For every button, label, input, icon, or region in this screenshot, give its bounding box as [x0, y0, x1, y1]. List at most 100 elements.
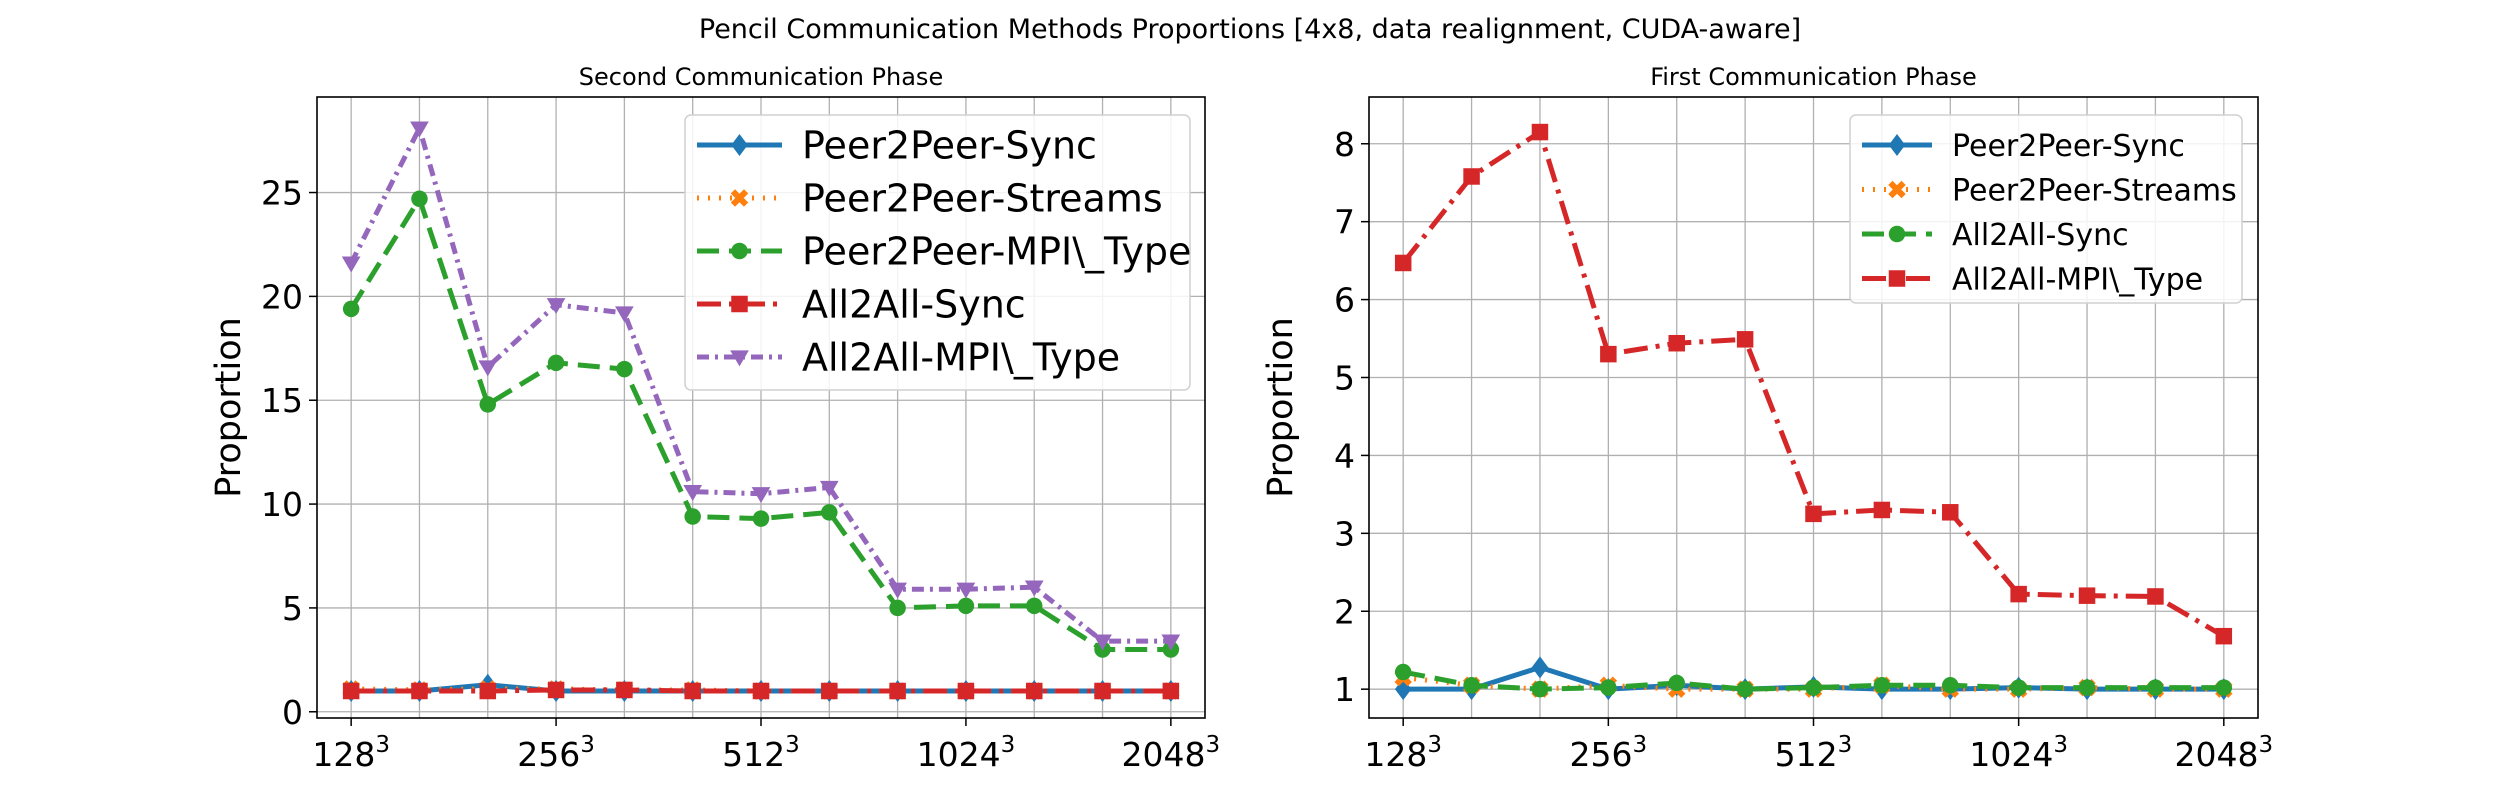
legend-label: Peer2Peer-Sync	[1952, 129, 2185, 164]
data-point	[956, 582, 976, 599]
x-tick-label: 1283	[312, 732, 390, 774]
x-tick-label: 2563	[1570, 732, 1648, 774]
data-point	[957, 597, 975, 615]
data-point	[821, 682, 838, 700]
data-point	[1736, 331, 1754, 348]
y-axis-label: Proportion	[1261, 317, 1301, 498]
legend-marker	[1888, 180, 1906, 199]
y-tick-label: 1	[1334, 670, 1355, 709]
x-tick-label: 5123	[722, 732, 800, 774]
data-point	[341, 256, 361, 273]
y-tick-label: 20	[261, 277, 303, 316]
legend-label: Peer2Peer-Sync	[802, 124, 1097, 168]
data-point	[888, 582, 907, 599]
y-axis-label: Proportion	[209, 317, 249, 498]
data-point	[1531, 680, 1549, 698]
data-point	[2147, 679, 2164, 696]
plot-frame	[1368, 96, 2259, 719]
y-tick-label: 7	[1334, 203, 1355, 242]
data-point	[2010, 585, 2027, 603]
data-point	[1805, 679, 1822, 696]
legend-label: All2All-MPI\_Type	[802, 336, 1120, 380]
series-4	[1394, 123, 2233, 645]
data-point	[1600, 345, 1617, 363]
data-point	[1600, 679, 1617, 696]
series-3	[342, 190, 1180, 658]
data-point	[616, 681, 633, 699]
series-4	[342, 681, 1180, 700]
data-point	[889, 599, 906, 617]
charts-container: Second Communication Phase Proportion 0 5 10…	[209, 63, 2273, 774]
y-tick-label: 8	[1334, 125, 1355, 164]
legend: Peer2Peer-Sync Peer2Peer-Streams Peer2Peer…	[684, 114, 1191, 391]
y-tick-label: 0	[282, 693, 303, 732]
legend-marker	[731, 134, 748, 156]
x-tick-label: 20483	[1122, 732, 1221, 774]
data-point	[683, 485, 703, 501]
y-tick-label: 3	[1334, 514, 1355, 553]
data-point	[889, 682, 906, 700]
data-point	[1025, 682, 1043, 700]
y-tick-label: 5	[1334, 359, 1355, 398]
x-tick-label: 5123	[1775, 732, 1853, 774]
legend-marker	[1888, 270, 1906, 287]
x-tick-label: 2563	[517, 732, 595, 774]
legend-label: All2All-MPI\_Type	[1952, 262, 2203, 297]
data-point	[342, 682, 360, 700]
series-5	[341, 121, 1181, 651]
legend-label: All2All-Sync	[1952, 218, 2129, 253]
x-tick-label: 20483	[2174, 732, 2273, 774]
data-point	[1094, 682, 1111, 700]
figure-title: Pencil Communication Methods Proportions…	[699, 14, 1801, 45]
data-point	[1531, 123, 1549, 141]
y-tick-label: 4	[1334, 436, 1355, 475]
legend-marker	[731, 242, 748, 260]
data-point	[752, 682, 770, 700]
data-point	[616, 360, 633, 378]
data-point	[410, 121, 429, 138]
chart-title: First Communication Phase	[1650, 63, 1977, 91]
data-point	[2078, 679, 2096, 696]
legend-marker	[730, 189, 749, 207]
data-point	[2215, 627, 2233, 645]
data-point	[1024, 580, 1044, 597]
data-point	[1394, 663, 1412, 681]
data-point	[1463, 168, 1480, 185]
y-tick-label: 5	[282, 589, 303, 628]
data-point	[342, 300, 360, 318]
data-point	[1805, 505, 1822, 523]
data-point	[1736, 680, 1754, 698]
data-point	[1161, 634, 1181, 651]
data-point	[821, 504, 838, 521]
data-point	[1531, 656, 1549, 679]
y-tick-label: 6	[1334, 281, 1355, 320]
legend-label: All2All-Sync	[802, 283, 1026, 327]
data-point	[479, 396, 497, 413]
y-tick-label: 25	[261, 174, 303, 213]
legend-label: Peer2Peer-Streams	[802, 177, 1163, 221]
data-point	[1873, 501, 1891, 519]
legend-box	[1849, 114, 2243, 304]
data-point	[1873, 677, 1891, 694]
data-point	[1463, 677, 1480, 694]
data-point	[819, 480, 839, 497]
data-point	[1394, 254, 1412, 272]
data-point	[1025, 597, 1043, 615]
y-tick-label: 10	[261, 485, 303, 524]
data-point	[1942, 504, 1959, 521]
data-point	[547, 354, 565, 372]
data-point	[2010, 679, 2027, 696]
data-point	[547, 681, 565, 699]
legend-marker	[1888, 134, 1906, 156]
data-point	[1668, 674, 1685, 692]
data-point	[2215, 679, 2233, 696]
chart-title: Second Communication Phase	[579, 63, 943, 91]
plot-frame	[316, 96, 1206, 719]
legend: Peer2Peer-Sync Peer2Peer-Streams All2All-S…	[1849, 114, 2243, 304]
data-point	[684, 682, 701, 700]
legend-label: Peer2Peer-Streams	[1952, 173, 2237, 208]
data-point	[1942, 677, 1959, 694]
y-tick-label: 2	[1334, 592, 1355, 631]
x-tick-label: 10243	[917, 732, 1016, 774]
